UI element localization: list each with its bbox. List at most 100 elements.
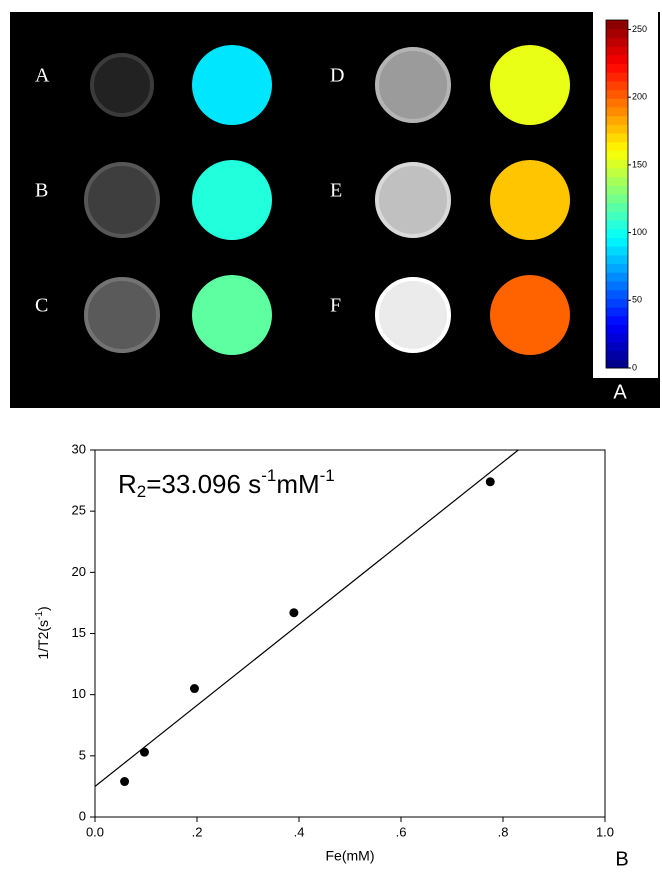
colorbar-segment: [606, 324, 628, 334]
data-point: [289, 608, 299, 618]
t2-map: [192, 45, 272, 125]
colorbar-segment: [606, 185, 628, 195]
y-label-part: 1/T2(s: [35, 620, 51, 660]
colorbar-segment: [606, 298, 628, 308]
colorbar-segment: [606, 263, 628, 273]
colorbar-tick-label: 100: [632, 227, 647, 237]
colorbar-tick-label: 150: [632, 159, 647, 169]
colorbar-frame: [605, 19, 629, 369]
colorbar-segment: [606, 72, 628, 82]
colorbar-segment: [606, 281, 628, 291]
data-point: [139, 747, 149, 757]
colorbar-segment: [606, 46, 628, 56]
colorbar-tick-label: 0: [632, 362, 637, 372]
sample-label: D: [330, 65, 344, 87]
sample-label: F: [330, 295, 341, 317]
mri-image: [90, 53, 154, 117]
x-tick-label: .2: [192, 824, 203, 839]
mri-image: [84, 162, 160, 238]
t2-map: [192, 275, 272, 355]
colorbar-segment: [606, 228, 628, 238]
data-point: [189, 684, 199, 694]
x-tick-label: .8: [498, 824, 509, 839]
data-point: [485, 477, 495, 487]
y-tick-label: 15: [72, 625, 86, 640]
sample-label: E: [330, 180, 342, 202]
colorbar-segment: [606, 246, 628, 256]
annotation-part: mM: [276, 469, 319, 499]
colorbar-segment: [606, 167, 628, 178]
mri-image: [375, 277, 451, 353]
colorbar-segment: [606, 194, 628, 204]
x-tick-label: .6: [396, 824, 407, 839]
colorbar-segment: [606, 133, 628, 143]
colorbar-segment: [606, 359, 628, 369]
colorbar-segment: [606, 54, 628, 64]
panel-label: A: [613, 381, 627, 403]
annotation: R2=33.096 s-1mM-1: [118, 466, 335, 501]
colorbar-segment: [606, 237, 628, 247]
mri-image: [84, 277, 160, 353]
colorbar-segment: [606, 98, 628, 108]
sample-label: B: [35, 180, 48, 202]
plot-frame: [94, 449, 606, 818]
colorbar-segment: [606, 37, 628, 47]
colorbar-tick-label: 50: [632, 295, 642, 305]
colorbar-segment: [606, 341, 628, 352]
x-tick-label: .4: [294, 824, 305, 839]
y-tick-label: 25: [72, 503, 86, 518]
y-label-part: ): [35, 606, 51, 611]
fit-line: [95, 450, 519, 787]
annotation-part: 2: [137, 482, 146, 501]
colorbar-segment: [606, 141, 628, 151]
y-tick-label: 10: [72, 686, 86, 701]
t2-map: [192, 160, 272, 240]
colorbar-segment: [606, 20, 628, 30]
annotation-part: =33.096 s: [146, 469, 261, 499]
annotation-part: -1: [320, 466, 335, 485]
x-tick-label: 1.0: [596, 824, 614, 839]
annotation-part: R: [118, 469, 137, 499]
colorbar-segment: [606, 107, 628, 117]
colorbar-segment: [606, 272, 628, 282]
colorbar-segment: [606, 176, 628, 186]
sample-label: A: [35, 65, 50, 87]
y-tick-label: 30: [72, 441, 86, 456]
annotation-part: -1: [261, 466, 276, 485]
x-tick-label: 0.0: [86, 824, 104, 839]
colorbar-segment: [606, 350, 628, 360]
colorbar-segment: [606, 254, 628, 265]
y-tick-label: 20: [72, 564, 86, 579]
colorbar-segment: [606, 89, 628, 99]
mri-image: [375, 47, 451, 123]
mri-image: [375, 162, 451, 238]
colorbar-segment: [606, 150, 628, 160]
colorbar-segment: [606, 124, 628, 134]
colorbar-segment: [606, 159, 628, 169]
colorbar-segment: [606, 28, 628, 38]
data-point: [120, 777, 130, 787]
t2-map: [490, 45, 570, 125]
colorbar-segment: [606, 220, 628, 230]
colorbar-tick-label: 200: [632, 92, 647, 102]
colorbar-segment: [606, 63, 628, 73]
colorbar-segment: [606, 115, 628, 125]
x-axis-label: Fe(mM): [326, 848, 375, 864]
y-tick-label: 0: [79, 808, 86, 823]
sample-label: C: [35, 295, 48, 317]
t2-map: [490, 275, 570, 355]
y-label-part: -1: [34, 611, 45, 620]
colorbar-segment: [606, 307, 628, 317]
colorbar-segment: [606, 202, 628, 212]
colorbar-segment: [606, 80, 628, 91]
colorbar-segment: [606, 289, 628, 299]
colorbar-tick-label: 250: [632, 24, 647, 34]
y-tick-label: 5: [79, 747, 86, 762]
panel-label: B: [615, 848, 628, 870]
colorbar-segment: [606, 315, 628, 325]
y-axis-label: 1/T2(s-1): [34, 606, 51, 659]
colorbar-segment: [606, 211, 628, 221]
colorbar-segment: [606, 333, 628, 343]
